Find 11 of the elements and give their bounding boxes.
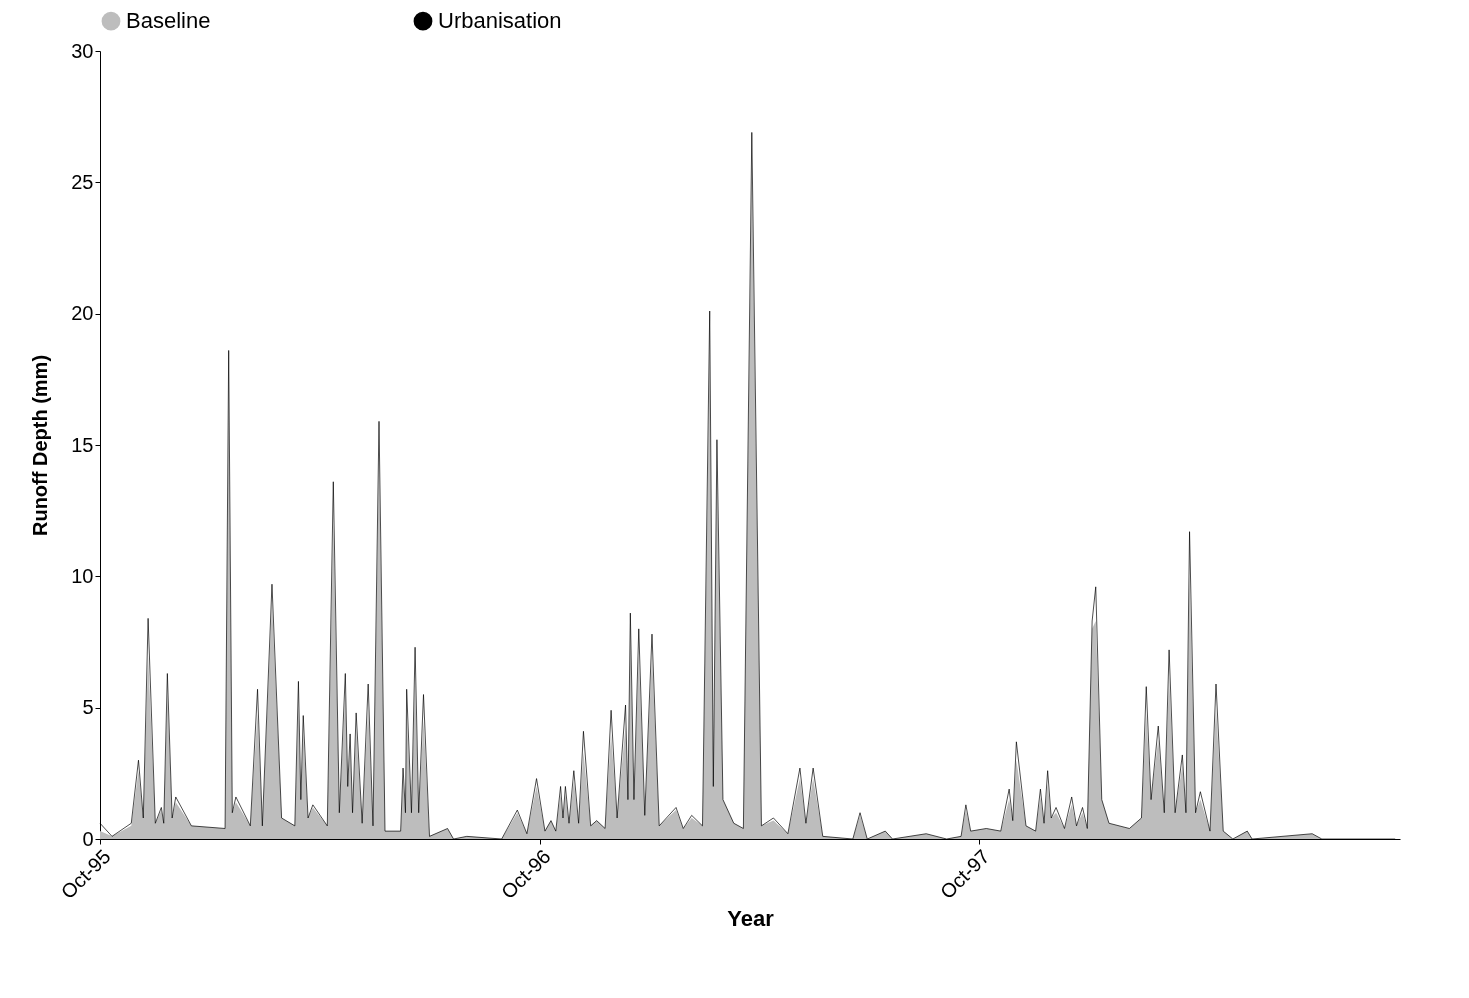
legend-label: Urbanisation <box>438 8 562 34</box>
y-tick-label: 5 <box>82 696 94 719</box>
y-tick-label: 0 <box>82 827 94 850</box>
y-axis-title: Runoff Depth (mm) <box>29 354 52 537</box>
y-tick-label: 20 <box>71 302 94 325</box>
y-tick-label: 15 <box>71 433 94 456</box>
y-tick-label: 25 <box>71 170 94 193</box>
y-tick-label: 30 <box>71 39 94 62</box>
x-axis-title: Year <box>727 906 775 932</box>
y-tick-label: 10 <box>71 564 94 587</box>
legend-label: Baseline <box>126 8 211 34</box>
